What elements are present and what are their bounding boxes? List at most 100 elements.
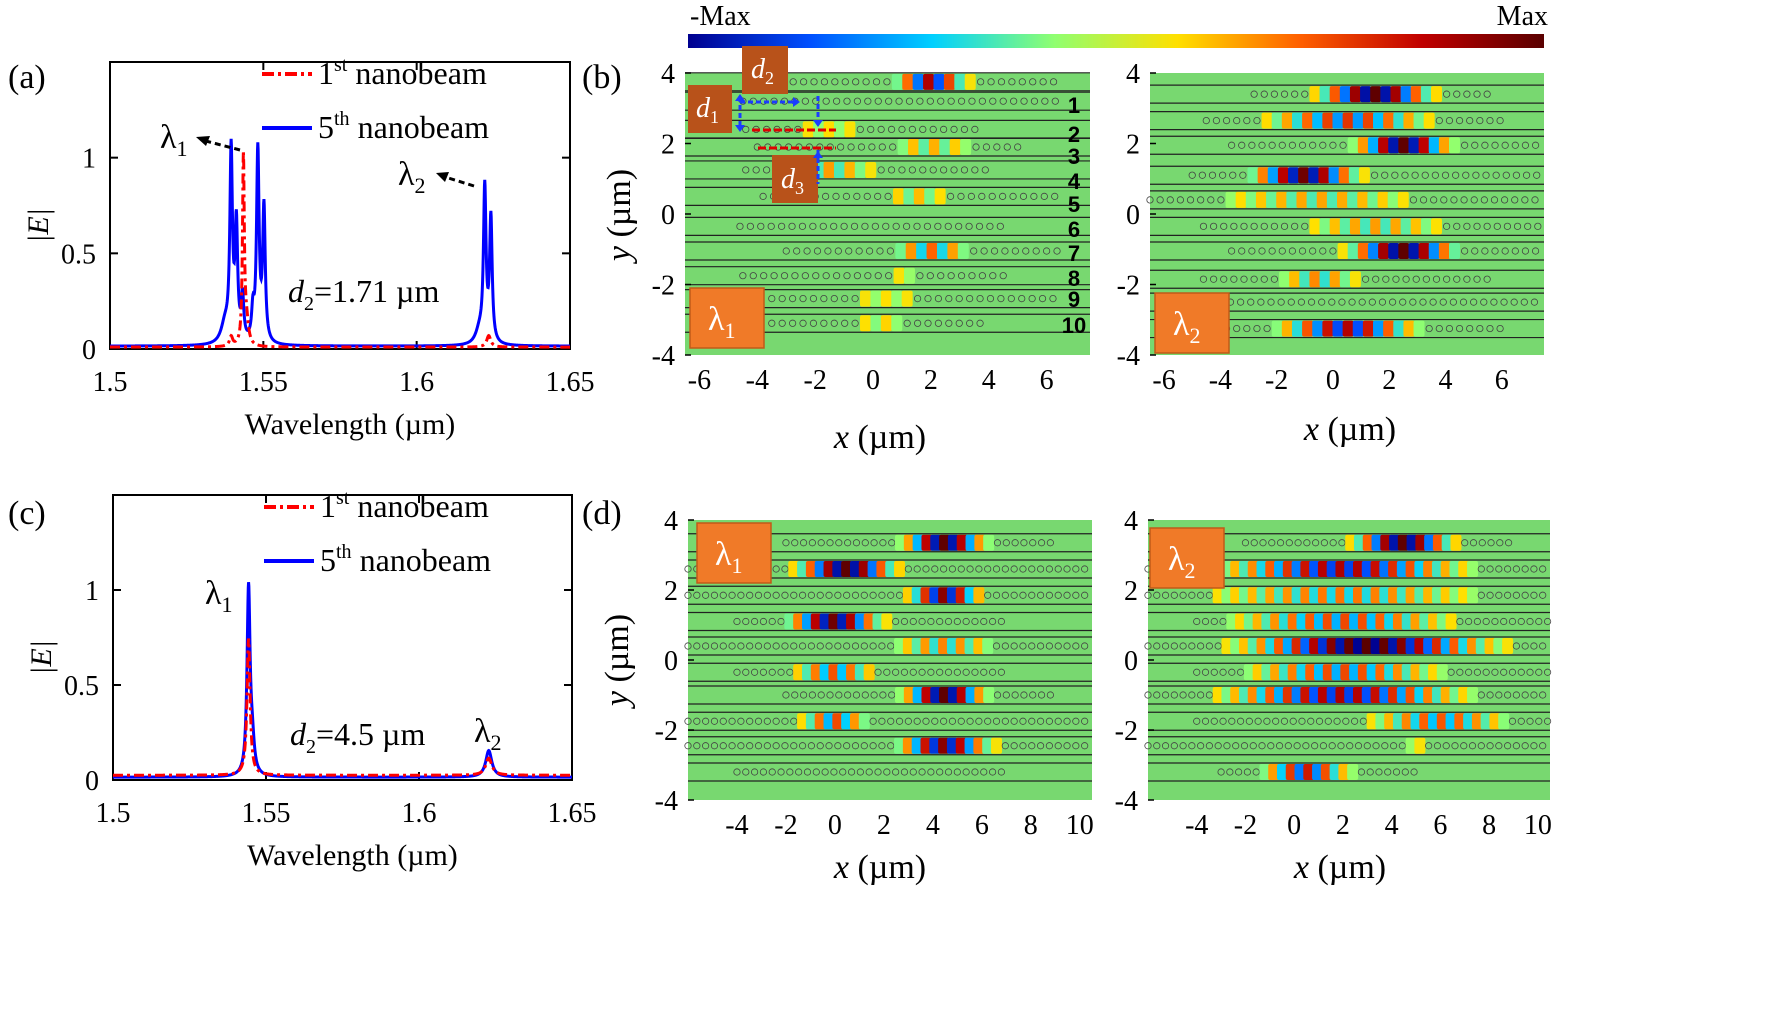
air-hole (1491, 668, 1499, 676)
field-lobe (1357, 664, 1369, 681)
air-hole (1201, 717, 1210, 725)
field-lobe (1274, 587, 1286, 604)
x-axis-label: Wavelength (µm) (245, 408, 456, 441)
field-lobe (1420, 86, 1432, 103)
field-lobe (905, 243, 917, 260)
x-tick-label: 1.5 (96, 798, 131, 829)
air-hole (1294, 539, 1302, 547)
air-hole (913, 319, 922, 327)
air-hole (1512, 171, 1521, 179)
air-hole (1291, 90, 1299, 98)
y-tick-label: 2 (664, 576, 678, 607)
field-lobe (1373, 112, 1385, 129)
air-hole (1432, 275, 1441, 283)
air-hole (1361, 275, 1370, 283)
air-hole (1372, 742, 1380, 750)
field-lobe (858, 713, 870, 730)
air-hole (874, 192, 882, 200)
field-lobe (1319, 271, 1331, 288)
field-lobe (913, 188, 925, 205)
field-lobe (943, 73, 955, 90)
air-hole (1188, 591, 1196, 599)
air-hole (763, 642, 771, 650)
field-lobe (902, 638, 914, 654)
field-lobe (1306, 191, 1318, 208)
air-hole (1535, 617, 1543, 626)
series-1st-nanobeam (113, 638, 572, 777)
air-hole (937, 97, 945, 105)
field-lobe (1230, 687, 1242, 703)
air-hole (944, 768, 953, 776)
field-lobe (1396, 587, 1408, 604)
air-hole (1188, 642, 1196, 650)
air-hole (1480, 298, 1488, 306)
field-lobe (881, 613, 893, 630)
field-lobe (1438, 137, 1450, 154)
field-lobe (1375, 613, 1387, 630)
field-lobe (1309, 587, 1321, 604)
field-lobe (983, 687, 995, 703)
air-hole (1309, 247, 1317, 255)
air-hole (1450, 196, 1458, 204)
air-hole (1481, 247, 1489, 255)
air-hole (1272, 717, 1280, 725)
air-hole (1482, 617, 1490, 626)
field-lobe (1445, 713, 1457, 730)
air-hole (781, 717, 789, 725)
air-hole (861, 539, 869, 547)
air-hole (803, 247, 811, 255)
field-lobe (819, 664, 831, 681)
air-hole (1455, 324, 1464, 333)
field-lobe (982, 638, 994, 654)
air-hole (1045, 642, 1053, 650)
air-hole (1188, 691, 1196, 699)
air-hole (918, 617, 926, 626)
field-lobe (1401, 664, 1413, 681)
air-hole (962, 617, 970, 626)
field-lobe (1390, 218, 1402, 235)
field-lobe (1432, 534, 1444, 551)
field-lobe (1291, 687, 1303, 703)
field-lobe (858, 561, 870, 577)
air-hole (789, 78, 797, 86)
air-hole (843, 97, 851, 105)
air-hole (767, 222, 775, 230)
field-lobe (1247, 687, 1259, 703)
air-hole (1543, 717, 1552, 725)
air-hole (1280, 90, 1289, 98)
air-hole (1280, 717, 1289, 725)
air-hole (1237, 298, 1245, 306)
air-hole (1161, 591, 1170, 599)
field-lobe (974, 687, 986, 703)
spectrum-plot-a: 1.5 1.55 1.6 1.65 0 0.5 1 Wavelength (µm) |E| 1st… (22, 54, 595, 441)
air-hole (986, 222, 994, 230)
air-hole (1482, 668, 1490, 676)
air-hole (1197, 691, 1205, 699)
air-hole (977, 78, 985, 86)
air-hole (1081, 717, 1089, 725)
air-hole (1496, 116, 1504, 125)
field-lobe (1302, 112, 1314, 129)
nanobeam-number: 3 (1068, 144, 1080, 169)
field-lobe (1378, 137, 1390, 154)
field-lobe (1449, 137, 1461, 154)
air-hole (1526, 668, 1534, 676)
air-hole (1452, 171, 1460, 179)
air-hole (1193, 617, 1201, 626)
air-hole (737, 642, 745, 650)
air-hole (1501, 247, 1509, 255)
field-lobe (805, 713, 817, 730)
air-hole (1456, 617, 1464, 626)
field-lobe (846, 613, 858, 630)
air-hole (966, 319, 974, 327)
field-lobe (1388, 638, 1400, 654)
air-hole (1398, 742, 1406, 750)
field-lobe (965, 687, 977, 703)
air-hole (793, 247, 801, 255)
air-hole (980, 617, 988, 626)
field-lobe (955, 737, 967, 754)
air-hole (1193, 668, 1201, 676)
air-hole (1259, 539, 1267, 547)
field-lobe (1410, 713, 1422, 730)
air-hole (1161, 742, 1170, 750)
